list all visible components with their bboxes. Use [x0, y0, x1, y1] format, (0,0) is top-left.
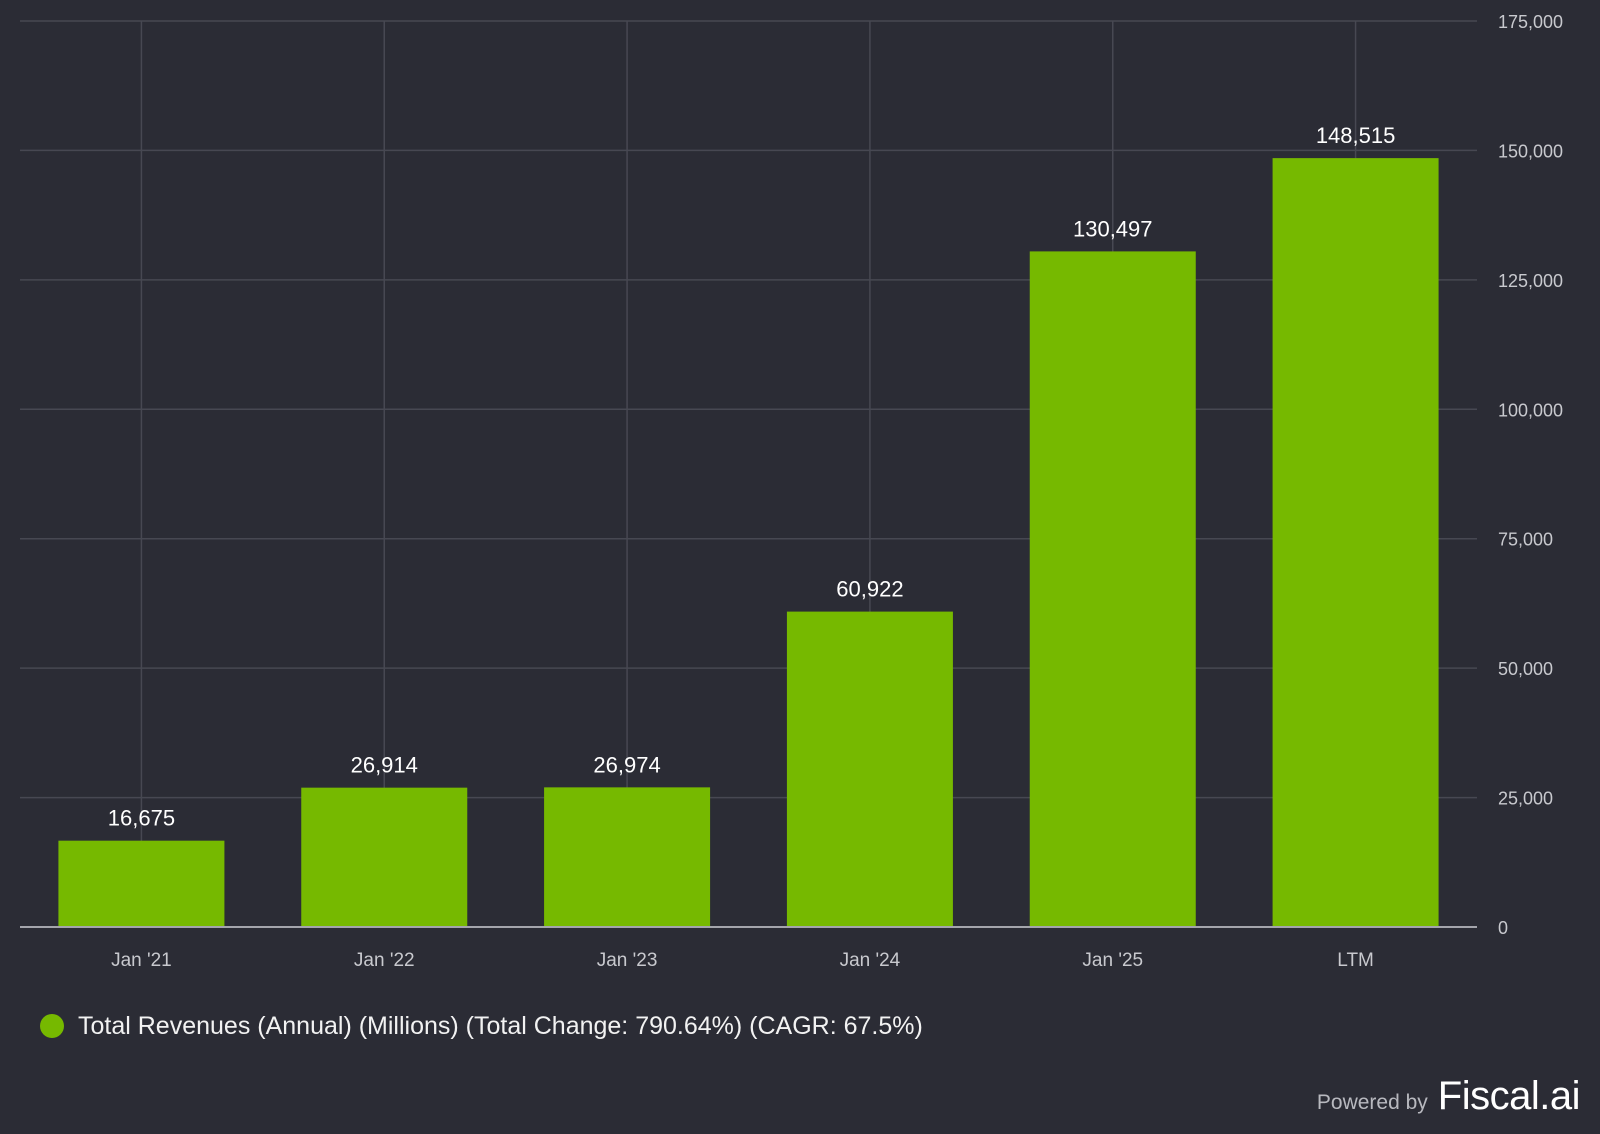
bar-value-label: 26,974 — [593, 752, 660, 777]
bar[interactable] — [1029, 251, 1196, 928]
bar[interactable] — [786, 611, 953, 927]
legend-label: Total Revenues (Annual) (Millions) (Tota… — [78, 1011, 923, 1040]
y-tick-label: 75,000 — [1498, 530, 1553, 550]
x-tick-label: LTM — [1337, 950, 1374, 971]
bar[interactable] — [544, 787, 711, 927]
y-tick-label: 100,000 — [1498, 400, 1563, 420]
y-tick-label: 150,000 — [1498, 141, 1563, 161]
credit-prefix: Powered by — [1316, 1091, 1428, 1114]
bar-value-label: 148,515 — [1316, 123, 1396, 148]
y-tick-label: 175,000 — [1498, 12, 1563, 32]
bar-value-label: 130,497 — [1073, 216, 1153, 241]
bar[interactable] — [1272, 158, 1439, 927]
y-tick-label: 125,000 — [1498, 271, 1563, 291]
y-tick-label: 0 — [1498, 918, 1508, 938]
x-tick-label: Jan '25 — [1082, 950, 1143, 971]
horizontal-gridlines — [20, 20, 1477, 799]
x-tick-label: Jan '23 — [597, 950, 658, 971]
x-tick-label: Jan '22 — [354, 950, 415, 971]
x-tick-label: Jan '24 — [840, 950, 901, 971]
bars — [58, 158, 1439, 928]
brand-logo: Fiscal.ai — [1437, 1074, 1581, 1118]
bar[interactable] — [301, 787, 468, 927]
powered-by-credit[interactable]: Powered by Fiscal.ai — [1316, 1074, 1581, 1120]
x-axis-tick-labels: Jan '21 Jan '22 Jan '23 Jan '24 Jan '25 LTM — [111, 950, 1374, 971]
bar-value-label: 26,914 — [351, 753, 418, 778]
bar-value-label: 60,922 — [836, 577, 903, 602]
bar-value-labels: 16,675 26,914 26,974 60,922 130,497 148,515 — [108, 123, 1396, 831]
bar[interactable] — [58, 840, 225, 927]
y-tick-label: 25,000 — [1498, 789, 1553, 809]
y-axis-tick-labels: 0 25,000 50,000 75,000 100,000 125,000 150,000… — [1498, 12, 1563, 938]
legend[interactable]: Total Revenues (Annual) (Millions) (Tota… — [40, 1010, 923, 1042]
x-tick-label: Jan '21 — [111, 950, 172, 971]
bar-value-label: 16,675 — [108, 806, 175, 831]
legend-swatch — [40, 1014, 64, 1038]
y-tick-label: 50,000 — [1498, 659, 1553, 679]
